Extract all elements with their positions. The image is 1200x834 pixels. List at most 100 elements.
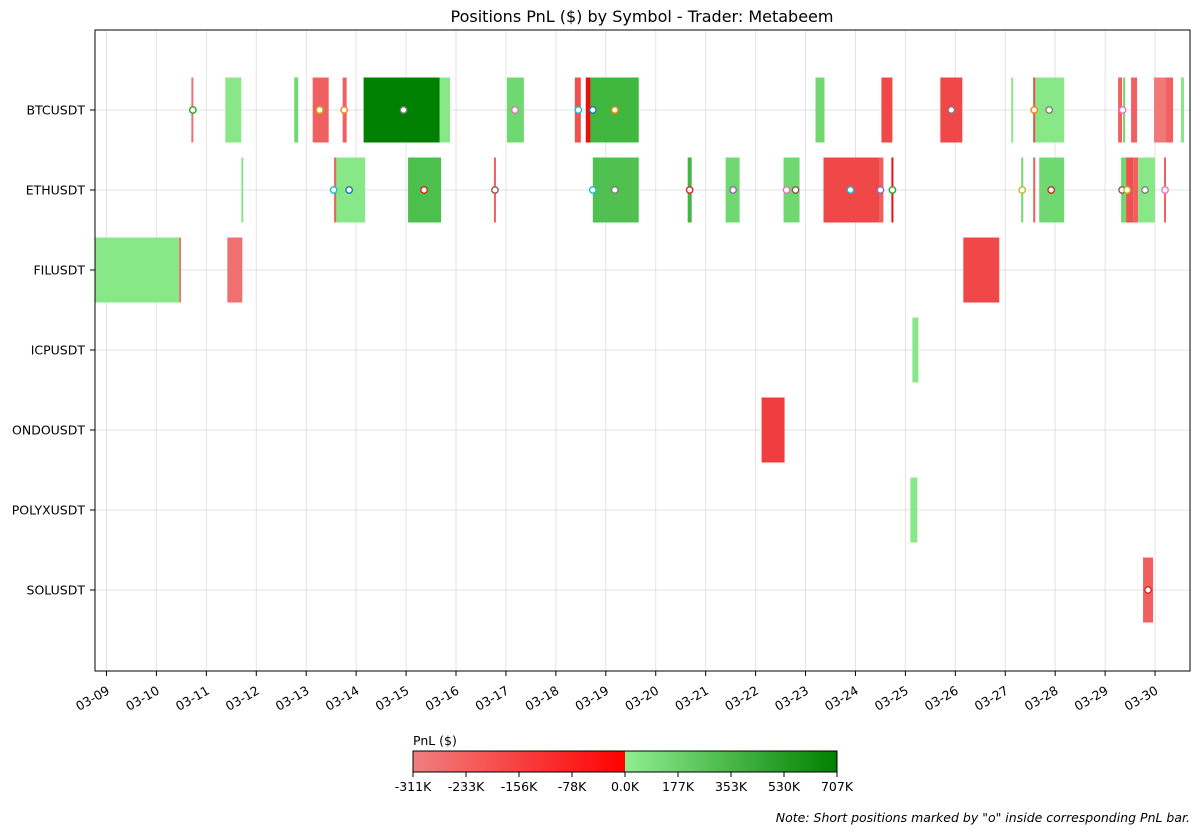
y-tick-label: FILUSDT <box>33 263 85 278</box>
short-marker-btcusdt <box>610 106 619 114</box>
short-marker-ethusdt <box>791 186 800 194</box>
x-tick-label: 03-11 <box>173 683 212 714</box>
x-tick-label: 03-24 <box>822 683 861 714</box>
x-tick-label: 03-27 <box>972 683 1011 714</box>
x-tick-label: 03-28 <box>1022 683 1061 714</box>
x-tick-label: 03-19 <box>572 683 611 714</box>
x-tick-label: 03-17 <box>472 683 511 714</box>
x-tick-label: 03-16 <box>423 683 462 714</box>
short-marker-btcusdt <box>588 106 597 114</box>
colorbar-label: PnL ($) <box>413 733 457 748</box>
short-marker-btcusdt <box>399 106 408 114</box>
short-marker-btcusdt <box>315 106 324 114</box>
x-tick-label: 03-09 <box>73 683 112 714</box>
short-marker-btcusdt <box>1118 106 1127 114</box>
colorbar-tick-label: 530K <box>768 779 801 794</box>
short-marker-ethusdt <box>729 186 738 194</box>
y-tick-label: ETHUSDT <box>26 183 86 198</box>
pnl-bar-btcusdt <box>1181 77 1185 143</box>
pnl-bar-btcusdt <box>1131 77 1138 143</box>
colorbar-tick-label: -156K <box>501 779 538 794</box>
y-tick-label: ICPUSDT <box>31 343 86 358</box>
x-tick-label: 03-22 <box>722 683 761 714</box>
short-marker-ethusdt <box>420 186 428 194</box>
short-marker-ethusdt <box>888 186 897 194</box>
pnl-bar-ondousdt <box>761 397 785 463</box>
x-tick-label: 03-29 <box>1072 683 1111 714</box>
colorbar-tick-label: -311K <box>395 779 432 794</box>
pnl-bar-btcusdt <box>881 77 893 143</box>
short-marker-ethusdt <box>1123 186 1131 194</box>
short-marker-ethusdt <box>846 186 855 194</box>
short-marker-ethusdt <box>1047 186 1056 194</box>
x-tick-label: 03-18 <box>522 683 561 714</box>
y-tick-label: SOLUSDT <box>27 583 86 598</box>
short-marker-solusdt <box>1144 586 1152 594</box>
short-marker-ethusdt <box>610 186 619 194</box>
pnl-bar-btcusdt <box>225 77 242 143</box>
x-tick-label: 03-12 <box>223 683 262 714</box>
short-marker-btcusdt <box>947 106 956 114</box>
chart-title: Positions PnL ($) by Symbol - Trader: Me… <box>451 7 834 26</box>
x-tick-label: 03-30 <box>1122 683 1161 714</box>
short-marker-btcusdt <box>188 106 197 114</box>
x-tick-label: 03-20 <box>622 683 661 714</box>
colorbar-tick-label: 707K <box>821 779 854 794</box>
short-marker-btcusdt <box>511 106 519 114</box>
short-position-markers <box>188 106 1169 594</box>
colorbar-tick-label: 0.0K <box>611 779 640 794</box>
y-axis-ticks: BTCUSDT ETHUSDT FILUSDT ICPUSDT ONDOUSDT POLY… <box>12 103 95 598</box>
short-marker-ethusdt <box>345 186 354 194</box>
pnl-bar-btcusdt <box>1166 77 1174 143</box>
x-tick-label: 03-15 <box>373 683 412 714</box>
pnl-bar-filusdt <box>227 237 243 303</box>
pnl-bar-ethusdt <box>1033 157 1036 223</box>
pnl-bar-ethusdt <box>1133 157 1139 223</box>
colorbar-tick-label: -233K <box>448 779 485 794</box>
pnl-bar-filusdt <box>179 237 181 303</box>
short-marker-ethusdt <box>588 186 597 194</box>
x-tick-label: 03-13 <box>273 683 312 714</box>
pnl-bar-btcusdt <box>1154 77 1167 143</box>
y-tick-label: POLYXUSDT <box>12 503 86 518</box>
short-marker-btcusdt <box>340 106 349 114</box>
x-tick-label: 03-10 <box>123 683 162 714</box>
y-tick-label: ONDOUSDT <box>12 423 85 438</box>
pnl-bar-btcusdt <box>294 77 299 143</box>
x-tick-label: 03-21 <box>672 683 711 714</box>
short-marker-btcusdt <box>574 106 583 114</box>
short-marker-ethusdt <box>1018 186 1027 194</box>
colorbar: PnL ($) -311K -233K -156K -78K 0.0K 177K 353K 5… <box>395 733 854 794</box>
x-tick-label: 03-14 <box>323 683 362 714</box>
pnl-bar-filusdt <box>963 237 1000 303</box>
pnl-bar-btcusdt <box>1011 77 1014 143</box>
colorbar-negative-segment <box>413 751 625 772</box>
y-tick-label: BTCUSDT <box>26 103 85 118</box>
short-marker-ethusdt <box>685 186 694 194</box>
x-tick-label: 03-25 <box>872 683 911 714</box>
short-marker-ethusdt <box>876 186 885 194</box>
short-marker-ethusdt <box>1161 186 1169 194</box>
pnl-bar-polyxusdt <box>910 477 918 543</box>
pnl-bar-btcusdt <box>585 77 591 143</box>
x-tick-label: 03-26 <box>922 683 961 714</box>
colorbar-tick-label: 353K <box>715 779 748 794</box>
pnl-bar-btcusdt <box>815 77 825 143</box>
short-marker-btcusdt <box>1030 106 1039 114</box>
short-marker-ethusdt <box>1141 186 1149 194</box>
colorbar-tick-label: 177K <box>662 779 695 794</box>
pnl-bar-ethusdt <box>241 157 244 223</box>
colorbar-ticks: -311K -233K -156K -78K 0.0K 177K 353K 530K 707K <box>395 772 854 794</box>
short-marker-ethusdt <box>782 186 791 194</box>
short-marker-ethusdt <box>329 186 338 194</box>
short-marker-ethusdt <box>491 186 499 194</box>
colorbar-positive-segment <box>625 751 837 772</box>
pnl-bar-icpusdt <box>912 317 919 383</box>
short-marker-btcusdt <box>1045 106 1054 114</box>
pnl-bar-ethusdt <box>783 157 800 223</box>
colorbar-tick-label: -78K <box>558 779 587 794</box>
x-tick-label: 03-23 <box>772 683 811 714</box>
footnote: Note: Short positions marked by "o" insi… <box>776 810 1190 825</box>
x-axis-ticks: 03-09 03-10 03-11 03-12 03-13 03-14 03-15 03-16… <box>73 671 1161 714</box>
